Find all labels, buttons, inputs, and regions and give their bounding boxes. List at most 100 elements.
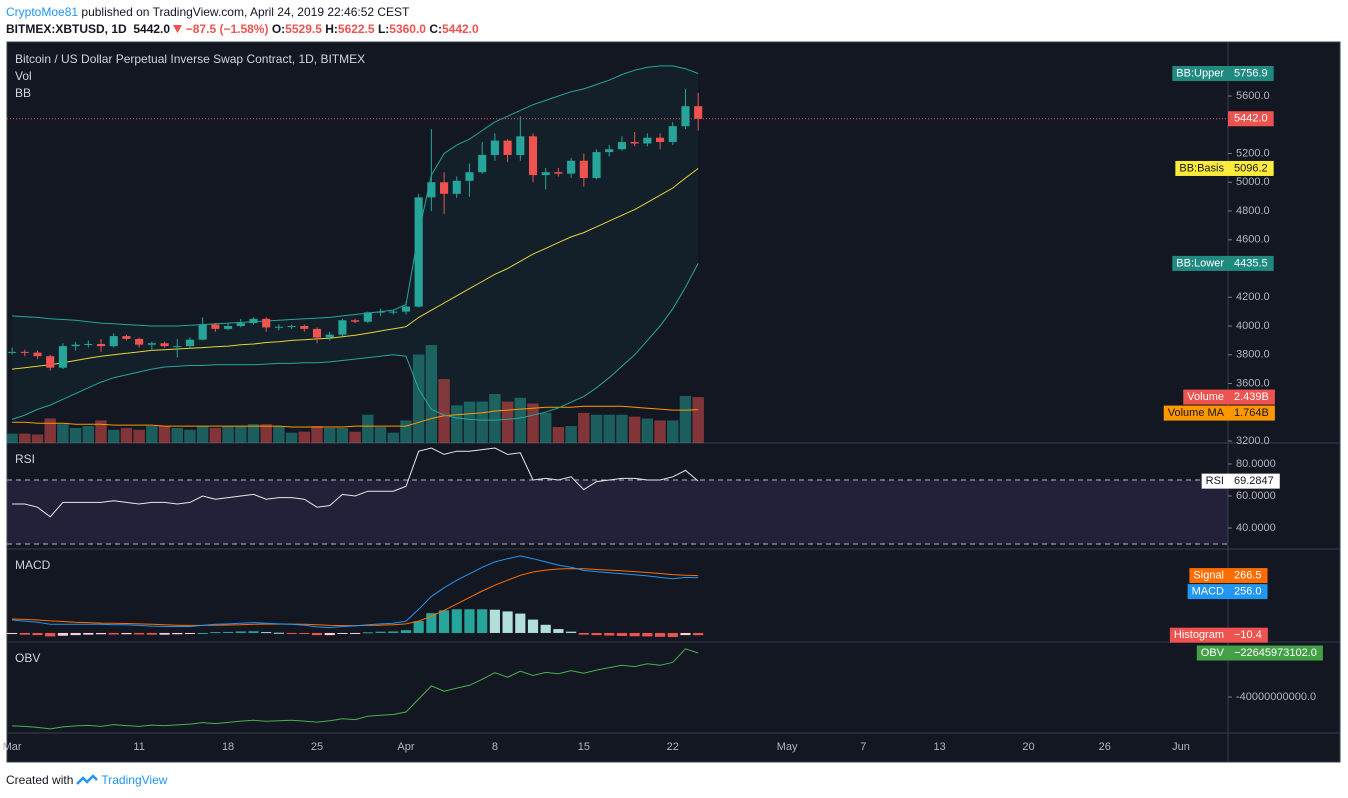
candle-body [96, 343, 106, 347]
candle-body [605, 149, 614, 153]
candle-body [528, 136, 538, 176]
histogram-bar [222, 631, 234, 633]
histogram-bar [83, 632, 94, 635]
volume-bar [463, 401, 476, 443]
candle-body [71, 344, 80, 347]
pane-title: MACD [15, 558, 51, 572]
volume-bar [552, 426, 565, 443]
tag-name: Volume [1187, 391, 1224, 403]
volume-bar [603, 414, 615, 443]
histogram-bar [299, 632, 310, 634]
candle-body [579, 160, 588, 178]
candle-body [185, 339, 195, 347]
tag-value-box [1228, 568, 1268, 584]
tag-name-box [1201, 473, 1228, 489]
tag-value: 256.0 [1234, 585, 1262, 597]
volume-bar [57, 424, 69, 443]
volume-bar [578, 412, 590, 443]
candle-body [224, 326, 233, 329]
x-tick-label: 13 [933, 741, 945, 753]
h-value: 5622.5 [337, 22, 375, 36]
volume-bar [146, 426, 158, 443]
volume-bar [184, 429, 196, 443]
candle-body [567, 160, 576, 174]
histogram-bar [540, 624, 551, 633]
x-tick-label: 8 [492, 741, 498, 753]
bb-fill [12, 65, 699, 421]
volume-bar [679, 395, 692, 443]
y-tick-label: 3200.0 [1236, 435, 1270, 447]
volume-bar [19, 433, 31, 443]
band-fill [7, 479, 1228, 545]
tag-value-box [1228, 584, 1268, 600]
histogram-bar [210, 632, 221, 634]
c-value: 5442.0 [441, 22, 479, 36]
histogram-bar [654, 632, 666, 637]
tag-name: OBV [1201, 647, 1225, 659]
candle-body [363, 312, 372, 322]
histogram-bar [515, 613, 526, 633]
bb-line [11, 263, 699, 421]
o-value: 5529.5 [285, 22, 322, 36]
histogram-bar [413, 621, 424, 633]
histogram-bar [95, 632, 107, 635]
candle-body [8, 351, 17, 353]
histogram-bar [629, 632, 640, 637]
histogram-bar [400, 630, 412, 633]
histogram-bar [350, 632, 361, 634]
candle-body [33, 352, 42, 357]
candle-body [427, 182, 436, 198]
tag-value: 1.764B [1234, 407, 1269, 419]
histogram-bar [667, 632, 678, 638]
tag-value-box [1228, 645, 1323, 661]
histogram-bar [553, 629, 564, 633]
logo [76, 774, 99, 785]
down-arrow [173, 25, 183, 33]
footer-brand[interactable]: TradingView [101, 773, 168, 787]
l-key: L: [377, 22, 390, 36]
candle-body [490, 140, 499, 155]
volume-bar [489, 394, 501, 443]
tag-name: BB:Upper [1176, 67, 1224, 79]
volume-bar [222, 426, 234, 443]
candle-body [236, 323, 245, 327]
tag-value: 2.439B [1234, 391, 1269, 403]
tag-value: 5756.9 [1234, 67, 1268, 79]
histogram-bar [477, 609, 488, 633]
candle-body [300, 326, 309, 329]
tag-value-box [1228, 473, 1280, 489]
candle-body [160, 343, 169, 347]
volume-bar [654, 420, 666, 443]
tag-value: −10.4 [1234, 629, 1262, 641]
histogram-bar [451, 609, 462, 633]
y-tick-label: 3600.0 [1236, 377, 1270, 389]
volume-bar [336, 427, 349, 443]
l-value: 5360.0 [389, 22, 426, 36]
pane-title: OBV [15, 651, 40, 665]
x-tick-label: May [777, 741, 798, 753]
tag-name-box [1189, 568, 1228, 584]
x-tick-label: Jun [1172, 741, 1190, 753]
tag-name-box [1196, 645, 1228, 661]
histogram-bar [604, 632, 615, 636]
volume-bar [260, 424, 272, 443]
candle-body [274, 326, 283, 328]
histogram-bar [566, 631, 577, 633]
y-tick-label: 5200.0 [1236, 147, 1270, 159]
y-tick-label: 5000.0 [1236, 176, 1270, 188]
tag-name-box [1172, 255, 1228, 271]
histogram-bar [32, 632, 43, 636]
candle-body [312, 328, 322, 338]
histogram-bar [375, 631, 386, 633]
tag-name-box [1175, 160, 1228, 176]
tag-value: 5096.2 [1234, 162, 1268, 174]
tag-name-box [1183, 389, 1228, 405]
histogram-bar [591, 632, 602, 636]
candle-body [541, 172, 550, 176]
volume-bar [108, 429, 120, 443]
candle-body [173, 346, 182, 348]
volume-bar [158, 426, 171, 443]
candle-body [592, 152, 601, 178]
footer-text: Created with [6, 773, 74, 787]
author[interactable]: CryptoMoe81 [6, 5, 79, 19]
